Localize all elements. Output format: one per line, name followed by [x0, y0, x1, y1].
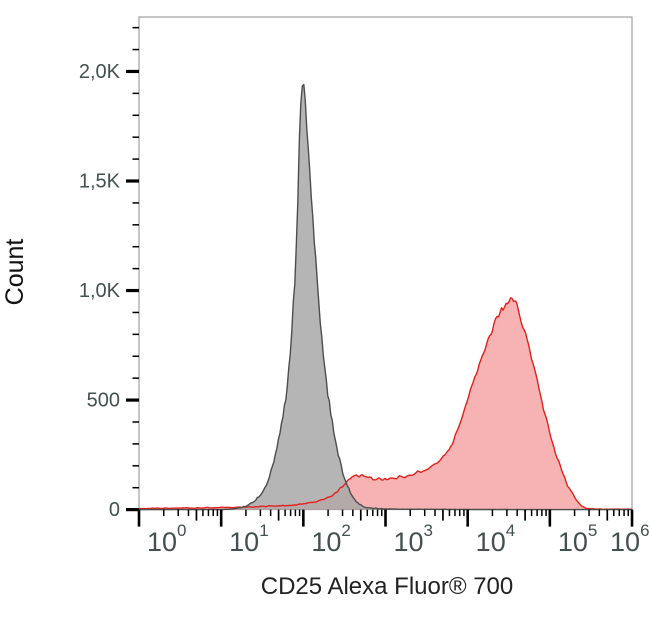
svg-text:100: 100 — [147, 521, 187, 557]
svg-text:103: 103 — [394, 521, 434, 557]
svg-text:104: 104 — [476, 521, 516, 557]
svg-text:1,5K: 1,5K — [79, 171, 121, 193]
svg-text:101: 101 — [229, 521, 269, 557]
svg-text:105: 105 — [558, 521, 598, 557]
svg-text:106: 106 — [610, 521, 650, 557]
svg-text:102: 102 — [311, 521, 351, 557]
svg-text:2,0K: 2,0K — [79, 61, 121, 83]
svg-text:1,0K: 1,0K — [79, 280, 121, 302]
svg-text:500: 500 — [87, 390, 120, 412]
svg-text:0: 0 — [109, 499, 120, 521]
svg-text:Count: Count — [1, 239, 29, 306]
svg-text:CD25 Alexa Fluor® 700: CD25 Alexa Fluor® 700 — [261, 573, 513, 600]
